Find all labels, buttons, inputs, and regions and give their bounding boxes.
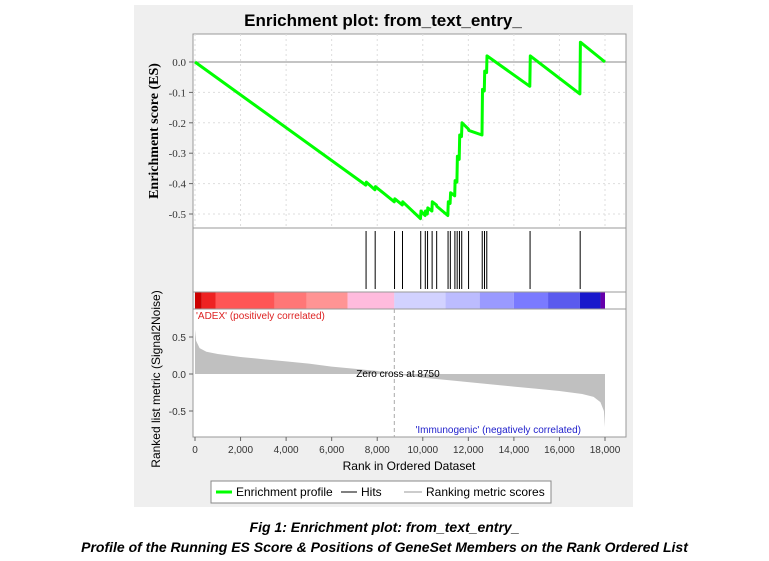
heat-segment (394, 292, 446, 309)
es-plot-area (192, 33, 627, 229)
figure-caption-subtitle: Profile of the Running ES Score & Positi… (81, 539, 688, 555)
enrichment-profile-line (194, 40, 606, 221)
es-gridlines (193, 34, 626, 228)
heat-segment (201, 292, 216, 309)
x-tick-label: 8,000 (365, 445, 390, 456)
negative-class-label: 'Immunogenic' (negatively correlated) (415, 425, 581, 436)
heat-bar-pad (605, 292, 626, 309)
hits-panel (192, 227, 627, 293)
heat-segment (347, 292, 395, 309)
heat-segment (445, 292, 480, 309)
heat-segment (215, 292, 275, 309)
zero-cross-label: Zero cross at 8750 (356, 369, 440, 380)
heat-segment (195, 292, 202, 309)
hits-area (192, 227, 627, 293)
x-axis-label: Rank in Ordered Dataset (343, 459, 476, 473)
ranking-heat-bar (195, 292, 626, 309)
es-y-tick-label: -0.3 (169, 148, 187, 160)
x-tick-label: 12,000 (453, 445, 484, 456)
x-tick-label: 14,000 (499, 445, 530, 456)
heat-segment (479, 292, 514, 309)
x-tick-label: 2,000 (228, 445, 253, 456)
es-y-tick-label: -0.1 (169, 87, 186, 99)
heat-segment (579, 292, 601, 309)
chart-title: Enrichment plot: from_text_entry_ (244, 11, 522, 30)
enrichment-chart: Enrichment plot: from_text_entry_ 0.0 -0.… (147, 11, 627, 504)
legend-label-hits: Hits (361, 485, 382, 499)
x-tick-label: 4,000 (274, 445, 299, 456)
metric-y-ticks: 0.5 0.0 -0.5 (169, 333, 193, 418)
es-y-tick-label: -0.4 (169, 179, 187, 191)
hit-markers (365, 231, 581, 289)
x-tick-label: 6,000 (319, 445, 344, 456)
es-y-tick-label: -0.5 (169, 209, 187, 221)
x-axis: 0 2,000 4,000 6,000 8,000 10,000 12,000 14,000 1… (192, 437, 621, 456)
plot-panel: Enrichment plot: from_text_entry_ 0.0 -0.… (134, 5, 633, 507)
x-tick-label: 0 (192, 445, 198, 456)
ranking-metric-area (195, 329, 605, 428)
metric-y-axis-label: Ranked list metric (Signal2Noise) (149, 290, 163, 467)
heat-segment (513, 292, 549, 309)
metric-y-tick-label: 0.0 (172, 370, 186, 381)
metric-panel: Zero cross at 8750 'ADEX' (positively co… (149, 290, 627, 468)
es-y-axis-label: Enrichment score (ES) (147, 63, 162, 199)
x-tick-label: 10,000 (407, 445, 438, 456)
legend-label-metric: Ranking metric scores (426, 485, 545, 499)
figure-caption-title: Fig 1: Enrichment plot: from_text_entry_ (249, 519, 520, 535)
legend-box (210, 480, 552, 504)
heat-segment (600, 292, 605, 309)
metric-y-tick-label: 0.5 (172, 333, 186, 344)
es-y-tick-label: 0.0 (172, 57, 186, 69)
legend: Enrichment profile Hits Ranking metric s… (210, 480, 552, 504)
metric-y-tick-label: -0.5 (169, 407, 187, 418)
heat-segment (548, 292, 580, 309)
legend-label-enrichment: Enrichment profile (236, 485, 333, 499)
positive-class-label: 'ADEX' (positively correlated) (196, 311, 325, 322)
es-y-tick-label: -0.2 (169, 118, 186, 130)
heat-segment (274, 292, 307, 309)
x-tick-label: 18,000 (590, 445, 621, 456)
es-y-ticks: 0.0 -0.1 -0.2 -0.3 -0.4 -0.5 (169, 57, 193, 221)
heat-segment (306, 292, 348, 309)
es-panel: 0.0 -0.1 -0.2 -0.3 -0.4 -0.5 Enrichment score… (147, 33, 627, 229)
x-tick-label: 16,000 (544, 445, 575, 456)
